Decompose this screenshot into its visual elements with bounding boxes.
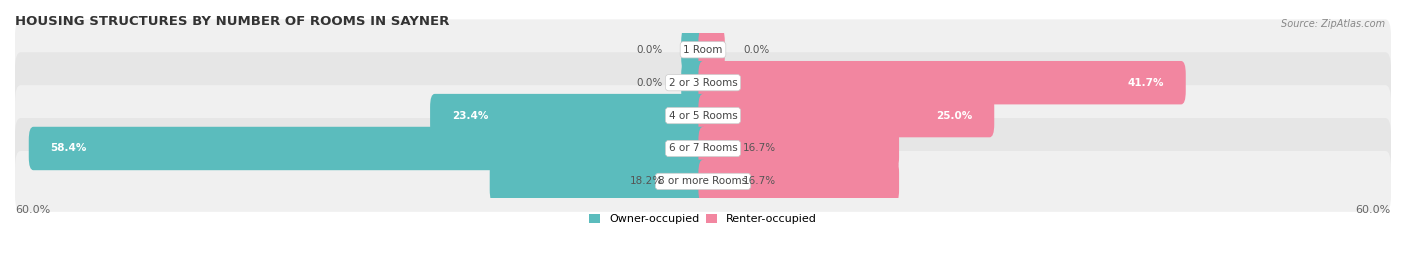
FancyBboxPatch shape — [15, 52, 1391, 113]
FancyBboxPatch shape — [15, 118, 1391, 179]
Text: 41.7%: 41.7% — [1128, 78, 1164, 88]
FancyBboxPatch shape — [489, 160, 707, 203]
FancyBboxPatch shape — [682, 28, 707, 72]
FancyBboxPatch shape — [430, 94, 707, 137]
Text: Source: ZipAtlas.com: Source: ZipAtlas.com — [1281, 19, 1385, 29]
FancyBboxPatch shape — [682, 61, 707, 104]
FancyBboxPatch shape — [15, 85, 1391, 146]
Text: 1 Room: 1 Room — [683, 45, 723, 55]
FancyBboxPatch shape — [699, 127, 898, 170]
Text: 0.0%: 0.0% — [637, 78, 662, 88]
Text: 60.0%: 60.0% — [15, 205, 51, 215]
Text: 23.4%: 23.4% — [451, 111, 488, 121]
Text: 0.0%: 0.0% — [744, 45, 769, 55]
FancyBboxPatch shape — [15, 19, 1391, 80]
Text: 4 or 5 Rooms: 4 or 5 Rooms — [669, 111, 737, 121]
Legend: Owner-occupied, Renter-occupied: Owner-occupied, Renter-occupied — [585, 209, 821, 228]
Text: 25.0%: 25.0% — [936, 111, 973, 121]
Text: 16.7%: 16.7% — [744, 143, 776, 154]
FancyBboxPatch shape — [699, 160, 898, 203]
Text: 0.0%: 0.0% — [637, 45, 662, 55]
Text: 18.2%: 18.2% — [630, 176, 662, 186]
Text: 2 or 3 Rooms: 2 or 3 Rooms — [669, 78, 737, 88]
Text: 60.0%: 60.0% — [1355, 205, 1391, 215]
Text: 8 or more Rooms: 8 or more Rooms — [658, 176, 748, 186]
Text: HOUSING STRUCTURES BY NUMBER OF ROOMS IN SAYNER: HOUSING STRUCTURES BY NUMBER OF ROOMS IN… — [15, 15, 450, 28]
Text: 16.7%: 16.7% — [744, 176, 776, 186]
FancyBboxPatch shape — [28, 127, 707, 170]
Text: 58.4%: 58.4% — [51, 143, 87, 154]
FancyBboxPatch shape — [699, 28, 724, 72]
Text: 6 or 7 Rooms: 6 or 7 Rooms — [669, 143, 737, 154]
FancyBboxPatch shape — [699, 94, 994, 137]
FancyBboxPatch shape — [15, 151, 1391, 212]
FancyBboxPatch shape — [699, 61, 1185, 104]
